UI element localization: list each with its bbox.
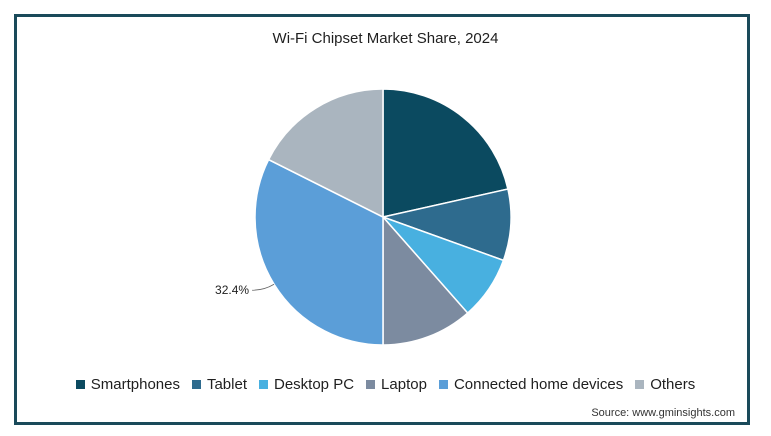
legend-swatch-laptop (366, 380, 376, 389)
legend-item-laptop: Laptop (366, 376, 427, 393)
legend-label-others: Others (650, 376, 696, 393)
pie-slice-others (267, 88, 384, 219)
legend-swatch-smartphones (75, 380, 85, 389)
pie-labels: 32.4% (215, 283, 275, 297)
pie-label-leader-line (252, 283, 275, 291)
legend-item-others: Others (635, 376, 695, 393)
legend-item-connected-home-devices: Connected home devices (438, 376, 624, 393)
source-note: Source: www.gminsights.com (591, 407, 735, 419)
legend-label-connected-home-devices: Connected home devices (453, 376, 624, 393)
legend-label-smartphones: Smartphones (90, 376, 180, 393)
chart-title: Wi-Fi Chipset Market Share, 2024 (272, 30, 499, 47)
chart-legend: Smartphones Tablet Desktop PC Laptop Con… (0, 376, 771, 393)
legend-label-desktop-pc: Desktop PC (274, 376, 355, 393)
legend-label-laptop: Laptop (381, 376, 427, 393)
legend-item-desktop-pc: Desktop PC (259, 376, 354, 393)
pie-slices (254, 88, 512, 346)
pie-data-label: 32.4% (215, 283, 249, 297)
pie-slice-laptop (382, 215, 469, 346)
legend-swatch-desktop-pc (259, 380, 268, 389)
legend-swatch-others (635, 380, 645, 389)
pie-slice-smartphones (382, 88, 509, 218)
legend-item-smartphones: Smartphones (75, 376, 180, 393)
legend-swatch-connected-home-devices (438, 380, 448, 389)
legend-label-tablet: Tablet (206, 376, 247, 393)
legend-item-tablet: Tablet (191, 376, 247, 393)
legend-swatch-tablet (191, 380, 201, 389)
